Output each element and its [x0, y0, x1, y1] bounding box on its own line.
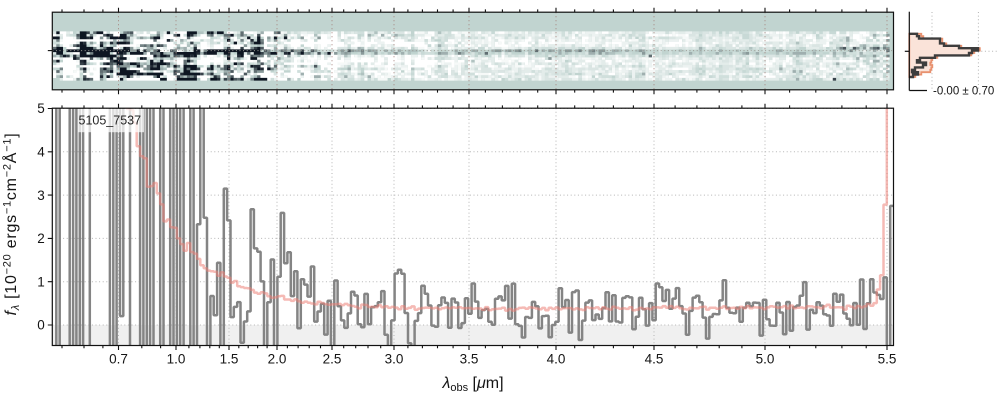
- svg-text:λobs [μm]: λobs [μm]: [441, 375, 503, 394]
- svg-text:5.0: 5.0: [756, 352, 775, 367]
- svg-text:2.5: 2.5: [323, 352, 342, 367]
- svg-text:4.5: 4.5: [645, 352, 664, 367]
- svg-text:0: 0: [37, 318, 45, 333]
- svg-text:3.0: 3.0: [385, 352, 404, 367]
- svg-text:5: 5: [37, 101, 45, 116]
- svg-text:2: 2: [37, 231, 45, 246]
- svg-text:-0.00 ± 0.70: -0.00 ± 0.70: [933, 86, 994, 98]
- svg-text:5105_7537: 5105_7537: [79, 113, 142, 127]
- svg-text:5.5: 5.5: [878, 352, 897, 367]
- svg-text:1.5: 1.5: [220, 352, 239, 367]
- svg-text:1.0: 1.0: [167, 352, 186, 367]
- svg-text:fλ [10−20 ergs−1cm−2Å−1]: fλ [10−20 ergs−1cm−2Å−1]: [1, 133, 22, 316]
- svg-text:3.5: 3.5: [460, 352, 479, 367]
- svg-text:4.0: 4.0: [547, 352, 566, 367]
- svg-text:0.7: 0.7: [109, 352, 128, 367]
- svg-text:2.0: 2.0: [268, 352, 287, 367]
- svg-text:3: 3: [37, 188, 45, 203]
- svg-text:1: 1: [37, 274, 45, 289]
- svg-text:4: 4: [37, 145, 45, 160]
